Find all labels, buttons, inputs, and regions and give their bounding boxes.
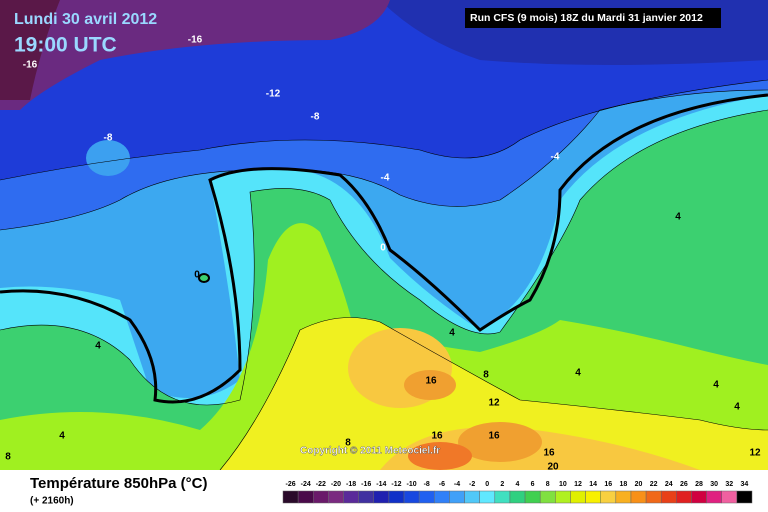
contour-label: 0 — [380, 243, 386, 254]
scale-label: -14 — [376, 481, 386, 488]
scale-cell — [343, 490, 359, 504]
scale-cell — [494, 490, 511, 504]
scale-cell — [479, 490, 496, 504]
scale-cell — [585, 490, 601, 504]
scale-label: 2 — [500, 481, 504, 488]
color-scale: -26 -24 -22 -20 -18 -16 -14 -12 -10 -8 -6 -4 -2 0 2 4 6 8… — [282, 481, 753, 504]
scale-label: 6 — [531, 481, 535, 488]
contour-label: -8 — [311, 112, 320, 123]
map: -16 -16 -12 -8 -8 -4 -4 0 0 4 4 4 4 4 4 4 8 8 8 12 12 16 16 16 1… — [0, 0, 768, 473]
contour-label: 8 — [5, 452, 11, 463]
scale-cell — [645, 490, 662, 504]
contour-label: 4 — [59, 431, 65, 442]
scale-cell — [449, 490, 465, 504]
scale-cell — [539, 490, 556, 504]
contour-label: 16 — [425, 376, 437, 387]
scale-cell — [660, 490, 677, 504]
scale-cell — [328, 490, 344, 504]
scale-label: -18 — [346, 481, 356, 488]
scale-cell — [282, 490, 299, 504]
scale-cell — [676, 490, 692, 504]
legend-subtitle: (+ 2160h) — [30, 496, 74, 507]
scale-label: -8 — [424, 481, 430, 488]
scale-label: 4 — [516, 481, 520, 488]
contour-label: -4 — [381, 173, 390, 184]
scale-cell — [297, 490, 314, 504]
scale-label: -16 — [361, 481, 371, 488]
contour-label: 4 — [95, 341, 101, 352]
scale-label: 30 — [710, 481, 718, 488]
scale-label: -4 — [454, 481, 460, 488]
contour-label: -12 — [266, 89, 281, 100]
contour-label: 4 — [734, 402, 740, 413]
contour-label: -16 — [23, 60, 38, 71]
scale-cell — [600, 490, 617, 504]
scale-label: 26 — [680, 481, 688, 488]
contour-label: 8 — [483, 370, 489, 381]
scale-label: 18 — [620, 481, 628, 488]
scale-cell — [509, 490, 526, 504]
scale-label: 22 — [650, 481, 658, 488]
scale-label: 0 — [485, 481, 489, 488]
time: 19:00 UTC — [14, 34, 117, 57]
scale-cell — [358, 490, 375, 504]
copyright: Copyright © 2011 Meteociel.fr — [300, 446, 440, 457]
scale-label: -26 — [286, 481, 296, 488]
scale-cell — [555, 490, 571, 504]
contour-label: 4 — [713, 380, 719, 391]
scale-label: -12 — [391, 481, 401, 488]
scale-label: -20 — [331, 481, 341, 488]
legend-title: Température 850hPa (°C) — [30, 475, 207, 492]
scale-cell — [434, 490, 450, 504]
scale-cell — [313, 490, 329, 504]
scale-cell — [418, 490, 435, 504]
scale-label: 20 — [635, 481, 643, 488]
scale-cell — [388, 490, 405, 504]
scale-label: 28 — [695, 481, 703, 488]
scale-label: 16 — [604, 481, 612, 488]
run-box — [465, 8, 721, 28]
scale-label: -10 — [407, 481, 417, 488]
scale-cell — [615, 490, 632, 504]
contour-label: -4 — [551, 152, 560, 163]
contour-label: 4 — [675, 212, 681, 223]
contour-labels: -16 -16 -12 -8 -8 -4 -4 0 0 4 4 4 4 4 4 4 8 8 8 12 12 16 16 16 1… — [5, 35, 761, 473]
scale-label: 24 — [665, 481, 673, 488]
contour-label: 12 — [749, 448, 761, 459]
scale-cell — [570, 490, 586, 504]
contour-label: 8 — [345, 438, 351, 449]
scale-label: 8 — [546, 481, 550, 488]
contour-label: 12 — [488, 398, 500, 409]
contour-label: 16 — [488, 431, 500, 442]
contour-label: 4 — [449, 328, 455, 339]
scale-cell — [373, 490, 390, 504]
contour-label: 16 — [543, 448, 555, 459]
scale-label: 10 — [559, 481, 567, 488]
scale-cell — [721, 490, 738, 504]
scale-label: -24 — [301, 481, 311, 488]
scale-cell — [464, 490, 480, 504]
date: Lundi 30 avril 2012 — [14, 11, 157, 28]
scale-label: -22 — [316, 481, 326, 488]
contour-label: 20 — [547, 462, 559, 473]
scale-cell — [736, 490, 753, 504]
scale-cell — [524, 490, 541, 504]
scale-label: 32 — [725, 481, 733, 488]
contour-label: -16 — [188, 35, 203, 46]
run-info: Run CFS (9 mois) 18Z du Mardi 31 janvier… — [470, 12, 703, 24]
scale-cell — [630, 490, 647, 504]
scale-label: 34 — [741, 481, 749, 488]
contour-label: 4 — [575, 368, 581, 379]
scale-label: 12 — [574, 481, 582, 488]
scale-cell — [691, 490, 707, 504]
scale-label: -6 — [439, 481, 445, 488]
scale-label: -2 — [469, 481, 475, 488]
contour-label: 0 — [194, 270, 200, 281]
scale-cell — [706, 490, 722, 504]
scale-cell — [403, 490, 420, 504]
contour-label: 16 — [431, 431, 443, 442]
scale-label: 14 — [589, 481, 597, 488]
contour-label: -8 — [104, 133, 113, 144]
